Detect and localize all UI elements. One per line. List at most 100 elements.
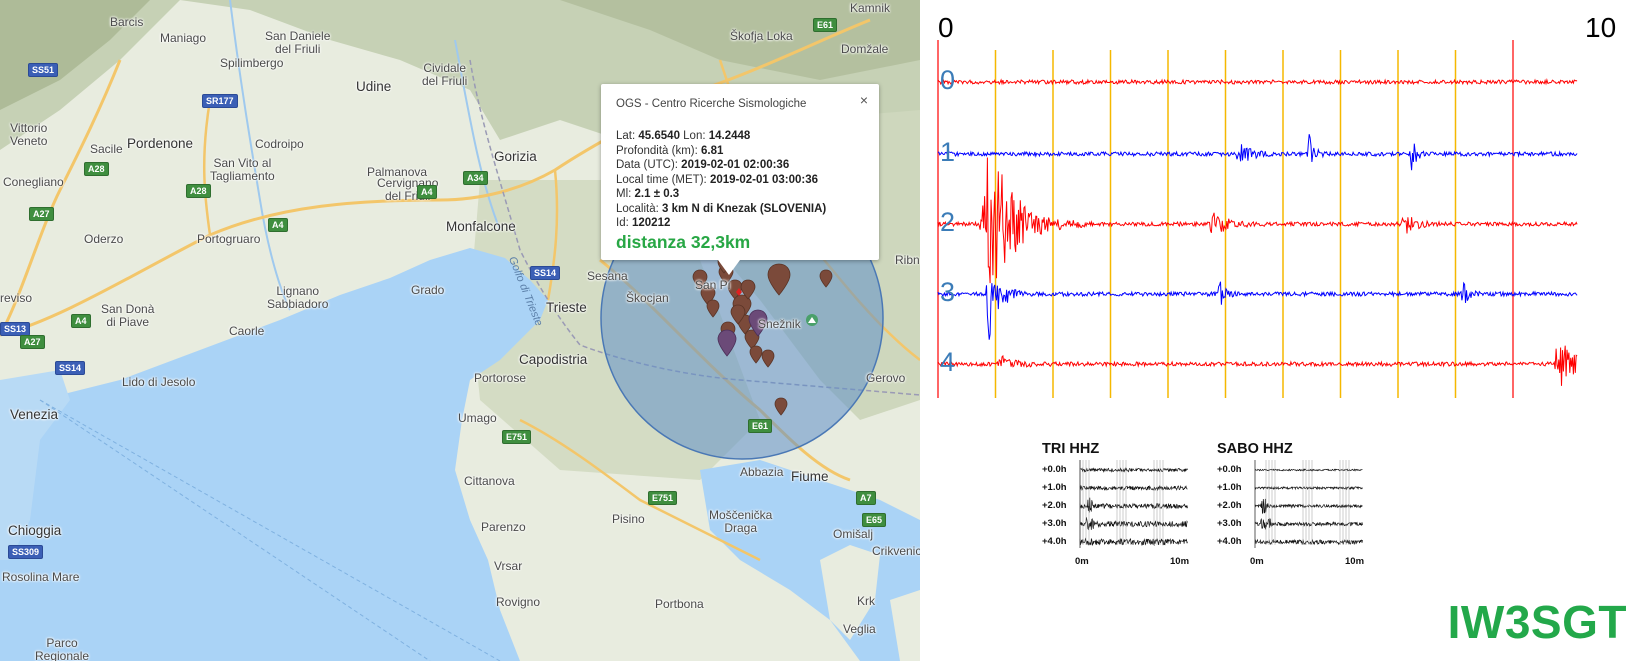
map-place-label: Pisino — [612, 512, 645, 526]
map-place-label: Fiume — [791, 469, 829, 484]
map-place-label: Vittorio Veneto — [10, 121, 48, 148]
info-row-label: Local time (MET): — [616, 173, 710, 186]
map-place-label: Omišalj — [833, 527, 874, 541]
map-place-label: Lignano Sabbiadoro — [267, 284, 329, 311]
map-place-label: Ribn — [895, 253, 920, 267]
mini-x-end: 10m — [1345, 556, 1365, 567]
axis-end-label: 10 — [1585, 12, 1617, 43]
mini-helicorder-trace — [1079, 537, 1188, 547]
mini-helicorders — [1079, 460, 1363, 548]
road-shield: A28 — [186, 184, 211, 198]
helicorder-row-label: 2 — [940, 207, 956, 237]
station-callsign: IW3SGT — [1447, 596, 1627, 648]
mini-helicorder-trace — [1079, 467, 1188, 473]
map-place-label: Kamnik — [850, 1, 891, 15]
map-place-label: Trieste — [546, 300, 587, 315]
map-place-label: Maniago — [160, 31, 207, 45]
mini-helicorder-row-label: +3.0h — [1042, 518, 1067, 529]
info-row-value: 2019-02-01 02:00:36 — [681, 159, 790, 171]
map-place-label: Parco Regionale — [35, 636, 90, 661]
info-row: Lat: 45.6540 Lon: 14.2448 — [616, 129, 826, 144]
road-shield: A4 — [268, 218, 288, 232]
map-place-label: Crikvenica — [872, 544, 920, 558]
map-place-label: Abbazia — [740, 465, 784, 479]
road-shield: A34 — [463, 171, 488, 185]
distance-label: distanza 32,3km — [616, 232, 751, 252]
helicorder-row-label: 3 — [940, 277, 956, 307]
map-place-label: San Pi — [695, 278, 731, 292]
quake-markers[interactable] — [692, 255, 833, 416]
map-place-label: Oderzo — [84, 232, 124, 246]
map-place-label: Škofja Loka — [730, 29, 793, 43]
map-place-label: Sesana — [587, 269, 628, 283]
mini-helicorder-row-label: +0.0h — [1217, 464, 1242, 475]
info-row-label: Ml: — [616, 188, 635, 200]
road-shield: A4 — [71, 314, 91, 328]
road-shield: SR177 — [202, 94, 238, 108]
road-shield: A27 — [29, 207, 54, 221]
info-row-label: Lat: — [616, 130, 639, 142]
road-shield: SS14 — [530, 266, 561, 280]
map-place-label: Krk — [857, 594, 875, 608]
map-place-label: Chioggia — [8, 523, 62, 538]
map-place-label: Lido di Jesolo — [122, 375, 196, 389]
map-place-label: San Vito al Tagliamento — [210, 156, 275, 183]
map-place-label: Monfalcone — [446, 219, 516, 234]
map-place-label: Codroipo — [255, 137, 304, 151]
mini-x-start: 0m — [1075, 556, 1089, 567]
helicorder-row-label: 0 — [940, 65, 956, 95]
earthquake-info-window[interactable]: OGS - Centro Ricerche Sismologiche × Lat… — [601, 84, 879, 275]
map-place-label: Capodistria — [519, 352, 588, 367]
map-place-label: Domžale — [841, 42, 889, 56]
info-row-value: 120212 — [631, 217, 671, 229]
info-row-value: 2019-02-01 03:00:36 — [709, 173, 818, 186]
map-view[interactable]: Barcis Maniago San Daniele del Friuli Spilim… — [0, 0, 920, 661]
road-shield: A7 — [856, 491, 876, 505]
map-place-label: San Donà di Piave — [101, 302, 155, 329]
map-place-label: Spilimbergo — [220, 56, 284, 70]
map-place-label: Vrsar — [494, 559, 523, 573]
mini-helicorder-title: TRI HHZ — [1042, 441, 1100, 457]
map-place-label: San Daniele del Friuli — [265, 29, 331, 56]
road-shield: SS309 — [8, 545, 44, 559]
road-shield: E65 — [862, 513, 887, 527]
info-row-value: 2.1 ± 0.3 — [634, 188, 680, 200]
helicorder-trace-2 — [937, 157, 1578, 284]
info-row-value: 3 km N di Knezak (SLOVENIA) — [662, 202, 827, 215]
mini-helicorder-row-label: +1.0h — [1042, 482, 1067, 493]
road-shield: SS14 — [55, 361, 86, 375]
helicorder-traces — [937, 40, 1578, 398]
info-row-label: Id: — [616, 217, 632, 229]
helicorder-row-label: 4 — [940, 347, 956, 377]
map-place-label: Pordenone — [127, 136, 194, 151]
helicorder-row-label: 1 — [940, 137, 956, 167]
map-place-label: Umago — [458, 411, 497, 425]
map-place-label: Udine — [356, 79, 392, 94]
mini-helicorder-row-label: +2.0h — [1217, 500, 1242, 511]
info-row-value: 6.81 — [701, 144, 724, 157]
road-shield: A27 — [20, 335, 45, 349]
map-place-label: Conegliano — [3, 175, 64, 189]
mini-x-start: 0m — [1250, 556, 1264, 567]
map-place-label: Sacile — [90, 142, 123, 156]
map-place-label: Caorle — [229, 324, 265, 338]
map-place-label: Portogruaro — [197, 232, 261, 246]
map-place-label: Portbona — [655, 597, 704, 611]
map-place-label: Moščenička Draga — [709, 508, 773, 535]
road-shield: SS51 — [28, 63, 59, 77]
info-row: Profondità (km): 6.81 — [616, 144, 826, 159]
info-row-label: Lon: — [679, 130, 709, 142]
map-place-label: Rovigno — [496, 595, 541, 609]
info-row: Local time (MET): 2019-02-01 03:00:36 — [616, 173, 826, 188]
road-shield: E751 — [648, 491, 678, 505]
map-place-label: Škocjan — [626, 291, 669, 305]
map-place-label: Cividale del Friuli — [422, 61, 468, 88]
map-place-label: Parenzo — [481, 520, 526, 534]
map-place-label: Veglia — [843, 622, 876, 636]
seismogram-panel: 0 10 0 1 2 3 4 TRI HHZ +0.0h +1.0h +2.0h +3.0h +4… — [920, 0, 1637, 661]
mini-helicorder-row-label: +4.0h — [1217, 536, 1242, 547]
mini-x-end: 10m — [1170, 556, 1190, 567]
mini-helicorder-row-label: +2.0h — [1042, 500, 1067, 511]
close-icon[interactable]: × — [859, 92, 868, 108]
map-place-label: Barcis — [110, 15, 144, 29]
